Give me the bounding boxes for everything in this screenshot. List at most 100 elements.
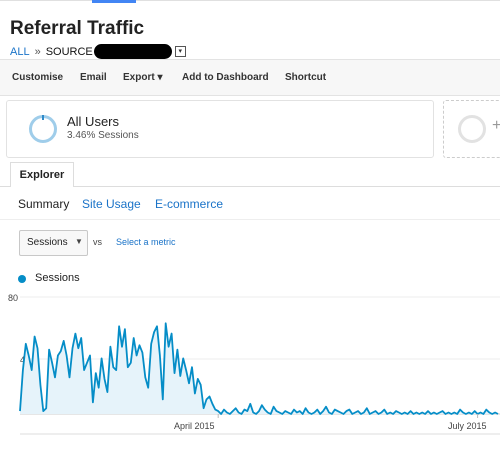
data-point[interactable]	[394, 410, 397, 413]
segment-card-all-users[interactable]: All Users 3.46% Sessions	[6, 100, 434, 158]
data-point[interactable]	[359, 412, 362, 415]
data-point[interactable]	[129, 361, 132, 364]
data-point[interactable]	[383, 408, 386, 411]
data-point[interactable]	[80, 336, 83, 339]
data-point[interactable]	[59, 350, 62, 353]
data-point[interactable]	[21, 369, 24, 372]
data-point[interactable]	[141, 351, 144, 354]
data-point[interactable]	[459, 408, 462, 411]
data-point[interactable]	[438, 411, 441, 414]
data-point[interactable]	[357, 410, 360, 413]
data-point[interactable]	[266, 411, 269, 414]
data-point[interactable]	[202, 407, 205, 410]
data-point[interactable]	[368, 412, 371, 415]
data-point[interactable]	[319, 412, 322, 415]
data-point[interactable]	[494, 411, 497, 414]
data-point[interactable]	[214, 408, 217, 411]
data-point[interactable]	[18, 410, 21, 413]
data-point[interactable]	[415, 411, 418, 414]
data-point[interactable]	[322, 410, 325, 413]
data-point[interactable]	[310, 412, 313, 415]
data-point[interactable]	[243, 408, 246, 411]
add-to-dashboard-button[interactable]: Add to Dashboard	[182, 72, 269, 83]
data-point[interactable]	[147, 386, 150, 389]
subnav-summary[interactable]: Summary	[18, 197, 70, 211]
data-point[interactable]	[42, 410, 45, 413]
data-point[interactable]	[225, 411, 228, 414]
data-point[interactable]	[354, 411, 357, 414]
data-point[interactable]	[123, 328, 126, 331]
data-point[interactable]	[403, 411, 406, 414]
data-point[interactable]	[190, 366, 193, 369]
data-point[interactable]	[158, 354, 161, 357]
data-point[interactable]	[327, 411, 330, 414]
data-point[interactable]	[94, 372, 97, 375]
data-point[interactable]	[421, 411, 424, 414]
data-point[interactable]	[135, 354, 138, 357]
data-point[interactable]	[313, 411, 316, 414]
data-point[interactable]	[161, 398, 164, 401]
data-point[interactable]	[406, 412, 409, 415]
data-point[interactable]	[211, 402, 214, 405]
data-point[interactable]	[167, 345, 170, 348]
data-point[interactable]	[33, 335, 36, 338]
data-point[interactable]	[278, 411, 281, 414]
data-point[interactable]	[220, 412, 223, 415]
data-point[interactable]	[435, 412, 438, 415]
data-point[interactable]	[231, 410, 234, 413]
data-point[interactable]	[153, 331, 156, 334]
data-point[interactable]	[301, 412, 304, 415]
data-point[interactable]	[441, 410, 444, 413]
data-point[interactable]	[342, 412, 345, 415]
data-point[interactable]	[281, 412, 284, 415]
data-point[interactable]	[164, 322, 167, 325]
data-point[interactable]	[464, 412, 467, 415]
data-point[interactable]	[456, 412, 459, 415]
data-point[interactable]	[252, 411, 255, 414]
data-point[interactable]	[482, 412, 485, 415]
data-point[interactable]	[173, 372, 176, 375]
metric-select[interactable]: Sessions ▼	[19, 230, 88, 256]
data-point[interactable]	[444, 412, 447, 415]
data-point[interactable]	[432, 411, 435, 414]
data-point[interactable]	[298, 410, 301, 413]
data-point[interactable]	[345, 410, 348, 413]
data-point[interactable]	[333, 408, 336, 411]
data-point[interactable]	[182, 357, 185, 360]
data-point[interactable]	[450, 412, 453, 415]
data-point[interactable]	[362, 411, 365, 414]
data-point[interactable]	[330, 412, 333, 415]
data-point[interactable]	[62, 339, 65, 342]
data-point[interactable]	[126, 366, 129, 369]
data-point[interactable]	[348, 408, 351, 411]
data-point[interactable]	[106, 391, 109, 394]
data-point[interactable]	[39, 383, 42, 386]
data-point[interactable]	[400, 412, 403, 415]
data-point[interactable]	[53, 376, 56, 379]
data-point[interactable]	[109, 345, 112, 348]
data-point[interactable]	[115, 369, 118, 372]
data-point[interactable]	[234, 407, 237, 410]
data-point[interactable]	[150, 342, 153, 345]
data-point[interactable]	[307, 411, 310, 414]
data-point[interactable]	[74, 332, 77, 335]
data-point[interactable]	[418, 412, 421, 415]
data-point[interactable]	[295, 411, 298, 414]
data-point[interactable]	[488, 411, 491, 414]
data-point[interactable]	[30, 369, 33, 372]
tab-explorer[interactable]: Explorer	[10, 162, 74, 187]
data-point[interactable]	[491, 412, 494, 415]
data-point[interactable]	[100, 357, 103, 360]
data-point[interactable]	[397, 411, 400, 414]
data-point[interactable]	[199, 383, 202, 386]
data-point[interactable]	[272, 405, 275, 408]
data-point[interactable]	[365, 407, 368, 410]
data-point[interactable]	[185, 369, 188, 372]
data-point[interactable]	[257, 410, 260, 413]
data-point[interactable]	[287, 411, 290, 414]
data-point[interactable]	[479, 411, 482, 414]
data-point[interactable]	[473, 410, 476, 413]
data-point[interactable]	[91, 401, 94, 404]
data-point[interactable]	[426, 410, 429, 413]
data-point[interactable]	[120, 345, 123, 348]
